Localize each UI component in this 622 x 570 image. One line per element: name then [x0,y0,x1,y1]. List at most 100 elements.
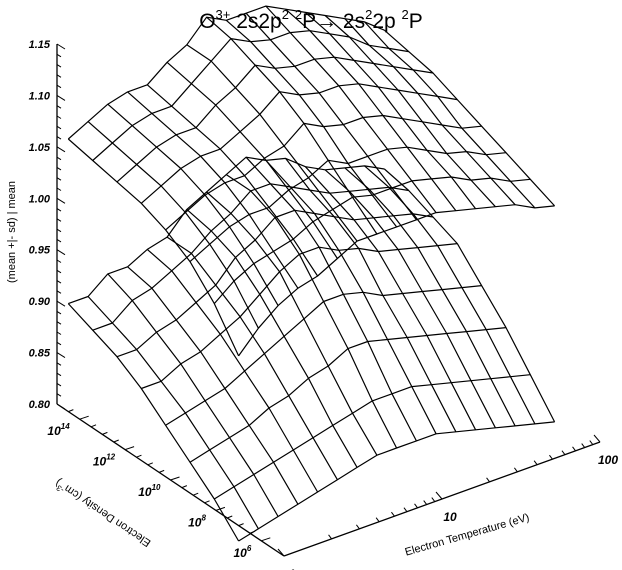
mesh-line-temperature [127,266,299,505]
z-minor-tick [56,311,62,315]
mesh-line-temperature [364,21,536,209]
mesh-line-temperature [344,18,516,206]
title-charge: 3+ [216,7,231,22]
mesh-line-temperature [206,16,378,235]
z-minor-tick [56,187,62,191]
mesh-line-temperature [67,138,240,357]
y-ticks: 106 108 1010 1012 1014 [47,409,271,560]
z-major-tick [56,300,66,307]
mesh-line-temperature [285,8,457,212]
z-major-tick [56,146,66,153]
z-minor-tick [56,383,62,387]
x-axis-label: Electron Temperature (eV) [404,512,531,559]
z-minor-tick [56,259,62,263]
z-tick-label: 1.00 [29,193,51,205]
z-tick-label: 0.95 [29,245,51,257]
mesh-line-density [165,285,482,426]
z-minor-tick [56,156,62,161]
mesh-line-temperature [384,168,556,423]
mesh-line-density [92,183,409,331]
lower-surface [67,156,556,542]
chart-title: O3+ 2s2p2 2P→ 2s22p 2P [199,7,423,33]
mesh-line-temperature [304,166,477,431]
mesh-line-temperature [324,15,496,208]
mesh-line-temperature [67,303,240,542]
z-minor-tick [56,74,62,78]
x-minor-tick [431,497,436,502]
mesh-line-temperature [146,84,319,277]
mesh-line-temperature [87,121,259,329]
mesh-line-temperature [107,273,279,517]
z-minor-tick [56,269,62,274]
z-axis-label: (mean +|- sd) | mean [6,181,18,283]
y-tick-label: 108 [188,513,206,529]
x-minor-tick [403,507,408,512]
mesh-line-temperature [166,236,338,481]
y-minor-tick [204,500,210,504]
x-minor-tick [375,517,380,522]
z-minor-tick [56,239,62,243]
z-major-tick [56,249,66,256]
x-minor-tick [533,460,538,465]
x-minor-tick [581,443,586,448]
y-minor-tick [102,431,108,435]
x-minor-tick [589,440,594,445]
z-minor-tick [56,53,62,58]
surfaces [67,5,556,542]
y-minor-tick [136,454,142,458]
mesh-line-temperature [305,11,477,210]
title-lower-mult: 2 [402,7,409,22]
x-minor-tick [355,524,360,530]
x-minor-tick [572,446,576,452]
y-minor-tick [181,485,188,489]
mesh-line-temperature [364,165,536,425]
y-minor-tick [147,462,153,466]
z-minor-tick [56,341,62,346]
z-minor-tick [56,105,62,109]
z-tick-label: 1.10 [29,90,51,102]
z-minor-tick [56,290,62,294]
z-minor-tick [56,136,62,140]
mesh-line-temperature [146,248,319,493]
mesh-line-temperature [186,44,358,242]
x-minor-tick [328,534,332,540]
z-minor-tick [56,177,62,181]
x-minor-tick [486,477,490,483]
title-lower-config-a: 2s [343,10,365,33]
y-tick-label: 1010 [138,483,161,499]
x-tick-label: 10 [443,510,457,524]
x-minor-tick [549,454,553,460]
z-minor-tick [56,125,62,130]
mesh-line-temperature [344,167,516,427]
y-major-tick [170,476,180,481]
z-minor-tick [56,372,62,377]
z-tick-label: 0.85 [29,348,51,360]
x-ticks: 1 10 100 [277,434,618,570]
z-major-tick [56,43,66,50]
title-lower-exp-a: 2 [365,7,372,22]
x-minor-tick [423,500,428,505]
y-tick-label: 1014 [47,422,70,438]
z-minor-tick [56,115,62,119]
z-minor-tick [56,167,62,171]
z-minor-tick [56,321,62,325]
y-minor-tick [158,469,165,473]
x-minor-tick [414,503,418,509]
z-minor-tick [56,228,62,233]
y-minor-tick [113,439,119,443]
y-minor-tick [68,409,74,413]
mesh-line-density [238,204,555,357]
title-upper-exp: 2 [282,7,289,22]
z-minor-tick [56,64,62,68]
y-minor-tick [227,515,233,519]
z-major-tick [56,403,66,410]
mesh-line-temperature [225,174,398,449]
mesh-line-temperature [166,61,338,259]
mesh-line-temperature [245,156,417,442]
z-minor-tick [56,280,62,284]
mesh-line-temperature [384,29,556,207]
x-major-tick [593,434,601,443]
upper-surface [67,5,556,357]
x-minor-tick [561,450,566,455]
